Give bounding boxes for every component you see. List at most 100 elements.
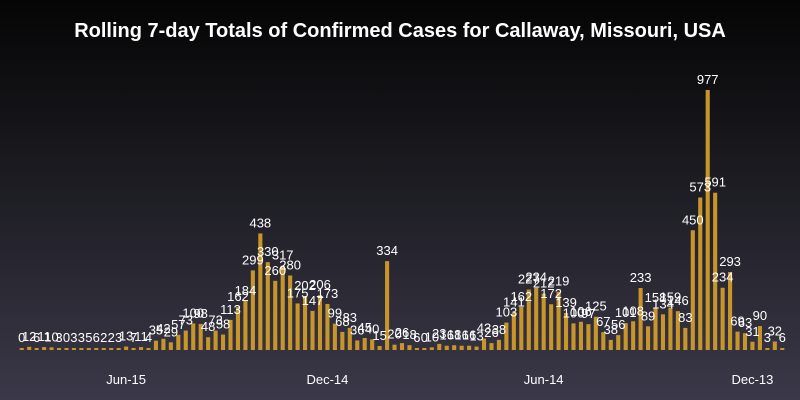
bar [653, 307, 658, 350]
bar-value-label: 280 [279, 257, 301, 272]
bar [243, 301, 248, 350]
bar [586, 324, 591, 350]
bar-value-label: 2 [108, 330, 115, 345]
bar-value-label: 4 [145, 330, 152, 345]
bar [504, 322, 509, 350]
bar [325, 303, 330, 350]
bar [191, 323, 196, 350]
bar [280, 265, 285, 350]
bar-value-label: 101 [615, 305, 637, 320]
chart-title: Rolling 7-day Totals of Confirmed Cases … [74, 20, 726, 42]
bar [765, 348, 770, 350]
bar [146, 348, 151, 350]
bar-value-label: 67 [596, 314, 610, 329]
bar [474, 346, 479, 350]
bar-value-label: 38 [492, 322, 506, 337]
bar-value-label: 173 [317, 286, 339, 301]
bar-value-label: 141 [503, 294, 525, 309]
bar [355, 340, 360, 350]
bar [399, 343, 405, 350]
bar-value-label: 26 [484, 325, 498, 340]
bar [772, 341, 777, 350]
bar-value-label: 45 [357, 320, 371, 335]
bar-value-label: 206 [309, 277, 331, 292]
bar-value-label: 299 [242, 252, 264, 267]
bar [94, 348, 99, 350]
bar-value-label: 7 [130, 330, 137, 345]
bar-value-label: 202 [294, 278, 316, 293]
bar-value-label: 13 [469, 329, 483, 344]
bar [362, 338, 367, 350]
bar [71, 348, 76, 350]
bar-value-label: 16 [462, 328, 476, 343]
bar-value-label: 98 [193, 306, 207, 321]
bar [578, 321, 583, 350]
bar-value-label: 162 [227, 289, 249, 304]
bar-value-label: 172 [540, 286, 562, 301]
bar [250, 270, 255, 350]
bar [49, 347, 54, 350]
bar-value-label: 18 [447, 327, 461, 342]
bar-value-label: 591 [704, 175, 726, 190]
bar [206, 337, 211, 350]
bar [690, 230, 695, 350]
bar [623, 323, 628, 350]
bar-value-label: 12 [22, 329, 36, 344]
bar [481, 338, 487, 350]
bar-value-label: 6 [93, 330, 100, 345]
bar [64, 348, 69, 350]
bar-value-label: 20 [387, 327, 401, 342]
bar-value-label: 5 [85, 330, 92, 345]
bar [705, 90, 710, 350]
bar-value-label: 159 [660, 290, 682, 305]
bar [601, 332, 606, 350]
bar [138, 347, 144, 350]
bar-value-label: 99 [328, 306, 342, 321]
bar-value-label: 16 [454, 328, 468, 343]
bar [646, 326, 651, 350]
bar [34, 348, 39, 350]
bar-value-label: 212 [533, 276, 555, 291]
bar-value-label: 15 [372, 328, 386, 343]
bar [370, 339, 375, 350]
bar [526, 289, 531, 350]
bar [19, 348, 24, 350]
x-tick-labels-group: Jun-15 Dec-14 Jun-14 Dec-13 [106, 372, 773, 387]
bar [571, 323, 576, 350]
bar-value-label: 73 [208, 313, 222, 328]
bar-value-label: 125 [585, 299, 607, 314]
bar-value-label: 334 [376, 243, 398, 258]
bar [728, 272, 733, 350]
bar-value-label: 3 [764, 330, 771, 345]
bar-value-label: 11 [134, 329, 148, 344]
bar [616, 335, 621, 350]
bar-value-label: 29 [164, 324, 178, 339]
bar-value-label: 89 [641, 308, 655, 323]
bar-value-label: 40 [365, 321, 379, 336]
bar [176, 334, 181, 350]
bar [288, 275, 293, 350]
bar [392, 344, 397, 350]
bar-value-label: 330 [257, 244, 279, 259]
bar [295, 303, 300, 350]
bar [213, 330, 218, 350]
bar [228, 319, 233, 350]
bar-value-label: 69 [730, 314, 744, 329]
bar-value-label: 147 [302, 293, 324, 308]
bar-value-label: 234 [525, 270, 547, 285]
bar-value-label: 134 [652, 296, 674, 311]
x-tick-label: Jun-14 [524, 372, 564, 387]
bar [340, 331, 345, 350]
bar-value-label: 31 [745, 324, 759, 339]
bar-value-label: 2 [100, 330, 107, 345]
bar [377, 346, 382, 350]
bar-value-label: 100 [563, 305, 585, 320]
bar [683, 327, 688, 350]
bar-value-label: 293 [719, 254, 741, 269]
bar [109, 348, 114, 350]
bar [742, 333, 748, 350]
bar-value-label: 3 [115, 330, 122, 345]
bar [549, 304, 554, 350]
